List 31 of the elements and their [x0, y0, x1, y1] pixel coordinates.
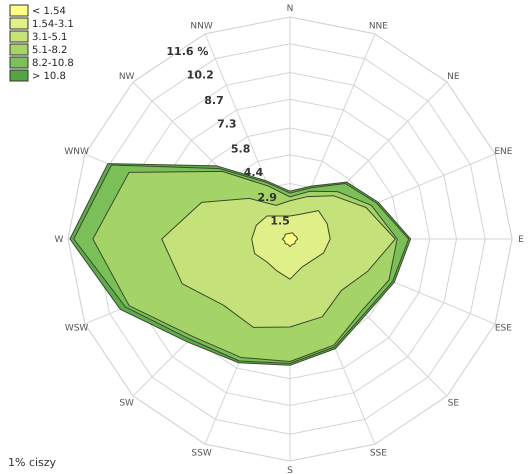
y-tick-label: 7.3 [217, 117, 237, 130]
spoke-label: E [518, 235, 524, 246]
spoke-label: NE [447, 72, 460, 82]
spoke-label: WNW [64, 146, 89, 157]
spoke-label: NNW [190, 22, 213, 32]
legend-label: 5.1-8.2 [32, 45, 68, 56]
spoke-label: WSW [64, 324, 88, 334]
y-tick-label: 10.2 [186, 68, 214, 82]
y-tick-label: 4.4 [244, 166, 264, 179]
spoke-label: W [54, 235, 64, 246]
y-tick-label: 5.8 [230, 142, 250, 156]
spoke-label: NNE [368, 22, 388, 32]
spoke-label: N [286, 4, 294, 14]
spoke-label: SSW [191, 448, 212, 459]
legend-label: 3.1-5.1 [32, 32, 68, 43]
y-tick-label: 1.5 [270, 214, 290, 228]
spoke-label: NW [118, 72, 135, 82]
spoke-label: SW [119, 398, 134, 408]
spoke-label: S [287, 466, 294, 474]
legend-label: 8.2-10.8 [32, 58, 74, 69]
y-tick-label: 11.6 % [166, 45, 208, 58]
legend-label: > 10.8 [32, 71, 66, 82]
spoke-label: ENE [494, 146, 513, 157]
legend-label: < 1.54 [32, 6, 66, 17]
spoke-label: SE [448, 398, 460, 408]
spoke-label: SSE [370, 448, 388, 459]
y-tick-label: 8.7 [204, 94, 224, 107]
legend-label: 1.54-3.1 [32, 19, 74, 30]
spoke-label: ESE [494, 324, 512, 334]
text: 1% ciszy [8, 456, 57, 469]
y-tick-label: 2.9 [257, 191, 277, 204]
